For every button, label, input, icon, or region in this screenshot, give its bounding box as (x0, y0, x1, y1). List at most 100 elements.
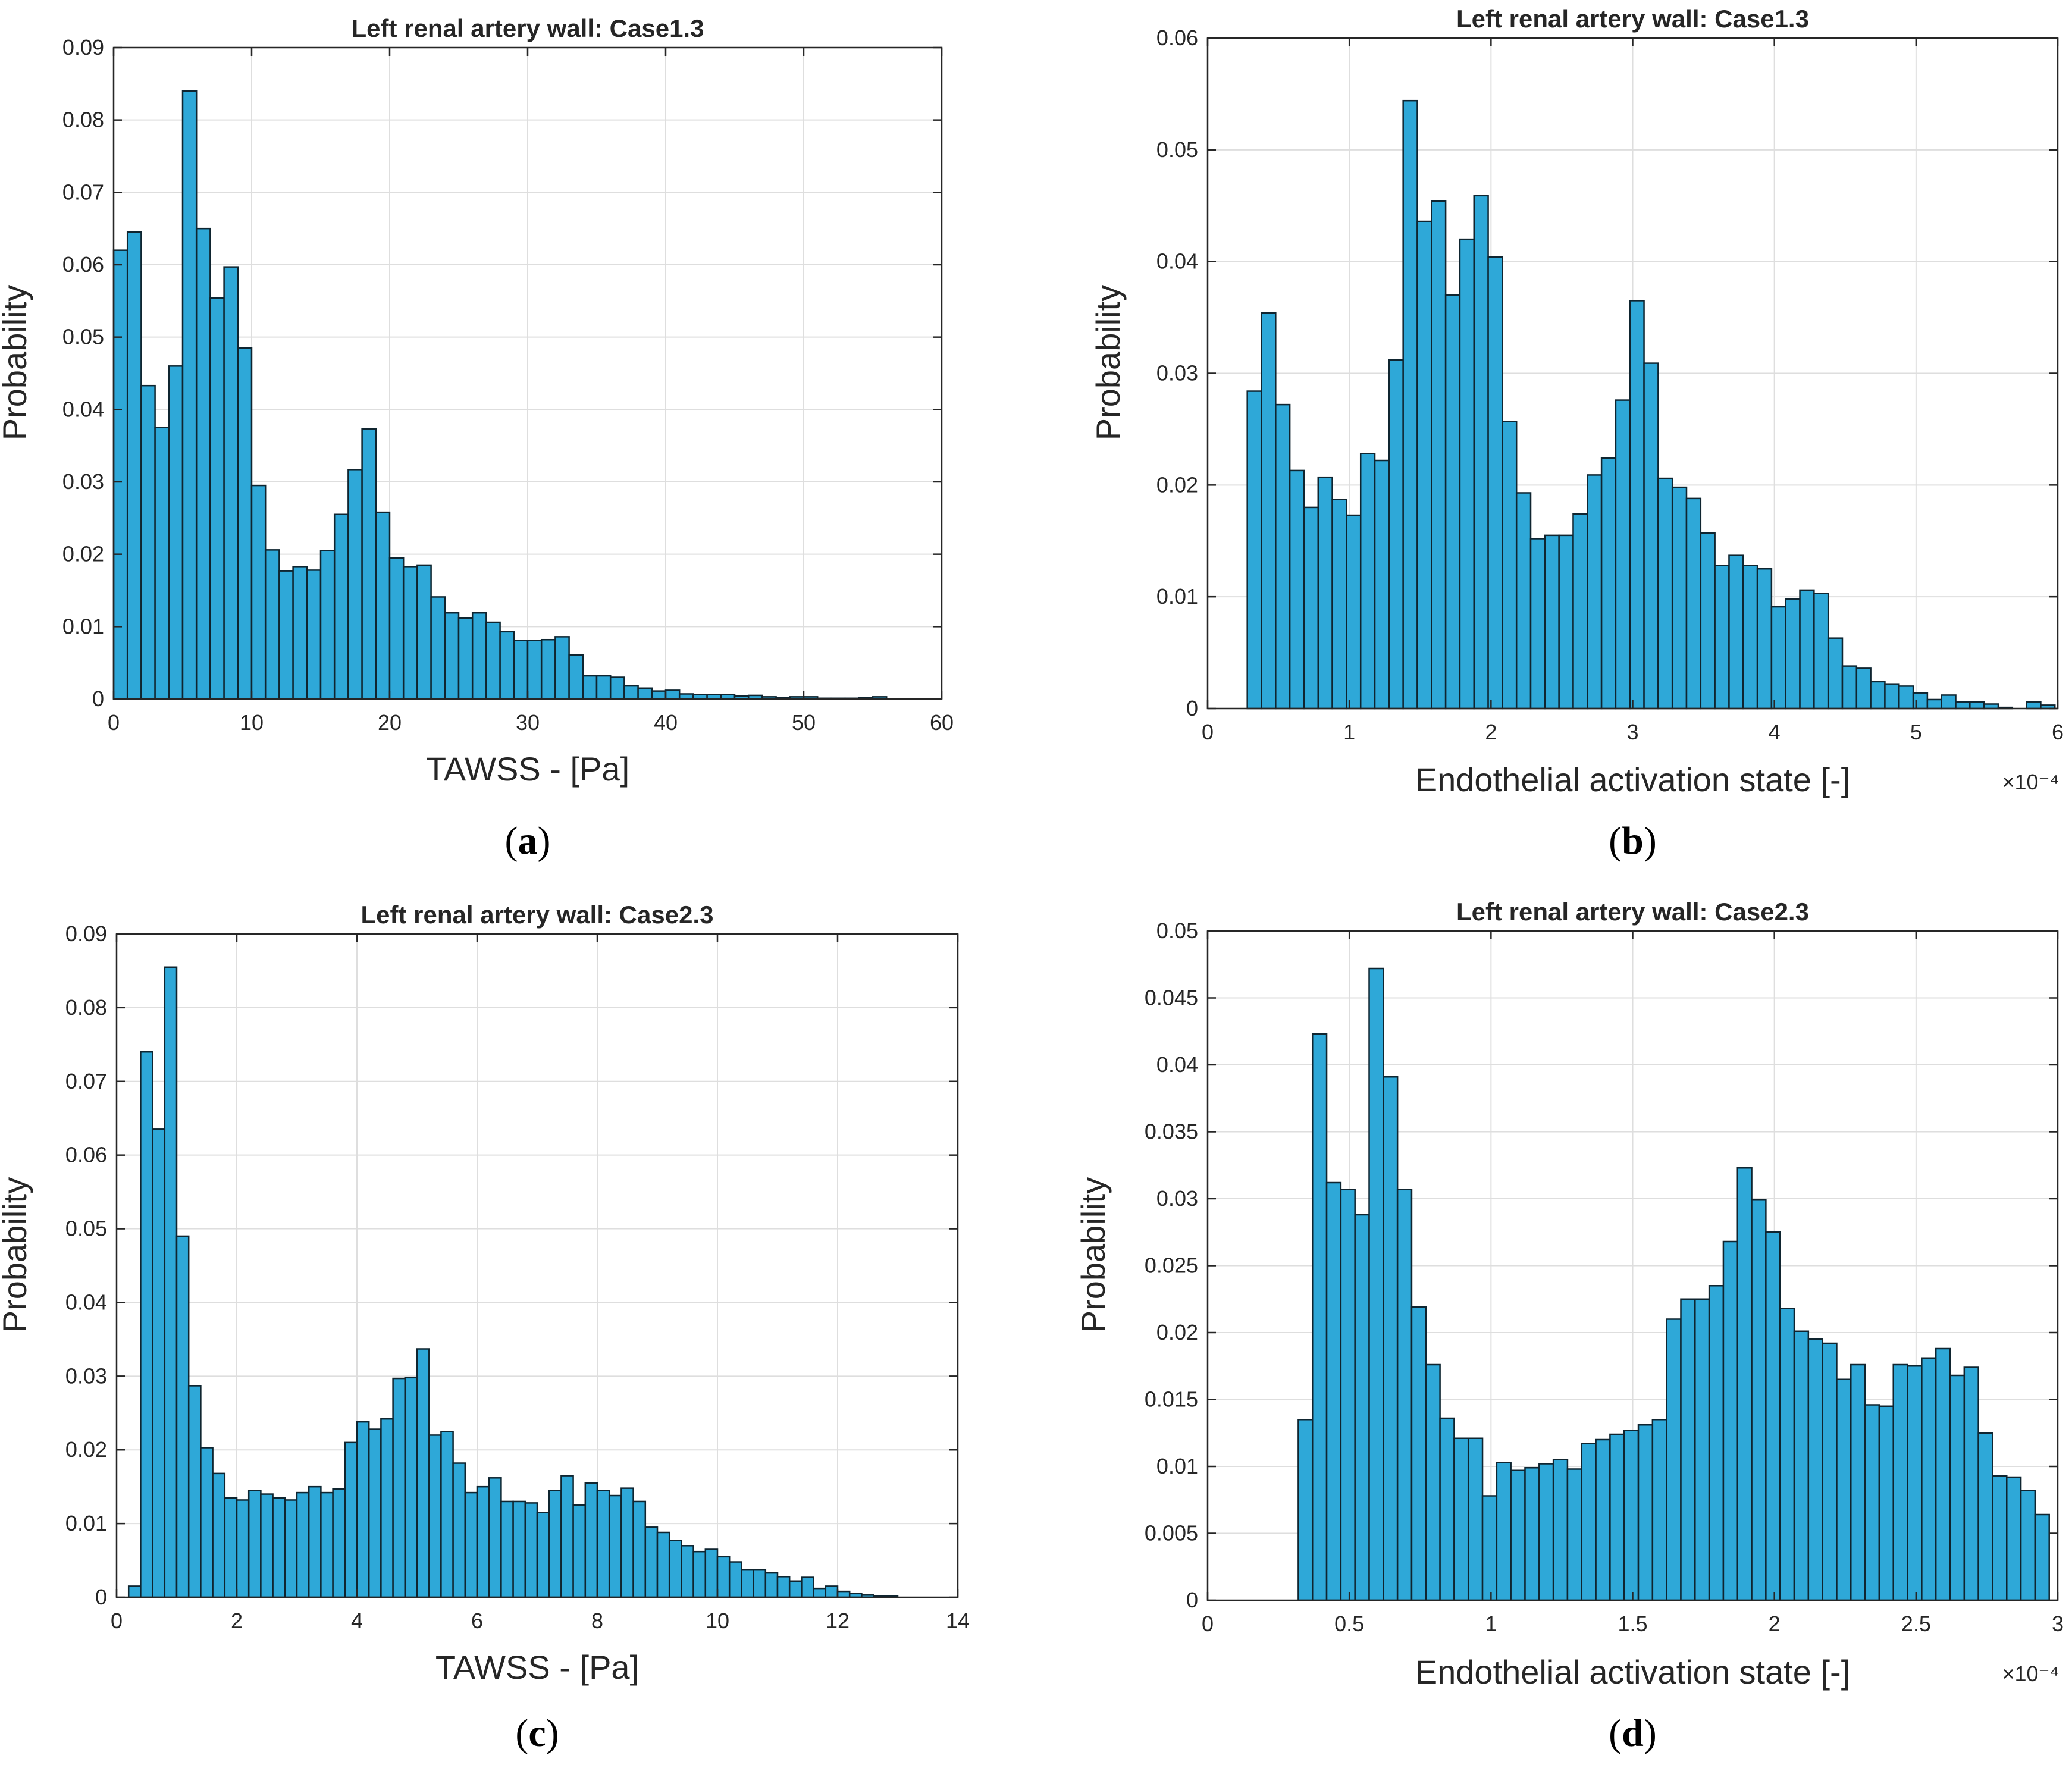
histogram-bar (704, 1548, 719, 1598)
histogram-bar (457, 617, 474, 700)
histogram-bar (608, 1494, 622, 1598)
caption-paren-close: ) (1644, 819, 1657, 863)
histogram-bar (402, 566, 418, 700)
y-axis-label: Probability (0, 1177, 33, 1333)
histogram-bar (152, 1128, 166, 1598)
x-tick-label: 3 (2052, 1612, 2064, 1636)
histogram-bar (368, 1428, 382, 1598)
histogram-bar (1261, 312, 1277, 710)
histogram-bar (1303, 506, 1319, 710)
y-tick-label: 0 (1186, 1588, 1198, 1612)
histogram-bar (678, 693, 694, 700)
histogram-bar (1297, 1419, 1314, 1601)
histogram-bar (1317, 476, 1333, 710)
histogram-bar (347, 469, 363, 700)
plot-frame (115, 933, 959, 1598)
histogram-bar (1813, 593, 1829, 710)
y-tick-label: 0.01 (65, 1511, 107, 1535)
histogram-bar (692, 1550, 707, 1598)
histogram-bar (2026, 701, 2042, 710)
y-tick-label: 0.03 (65, 1363, 107, 1388)
histogram-bar (1566, 1468, 1583, 1601)
histogram-bar (1836, 1378, 1852, 1601)
y-tick-label: 0.02 (65, 1437, 107, 1462)
caption-paren-open: ( (515, 1711, 528, 1755)
panel-caption: (d) (1609, 1711, 1657, 1755)
histogram-bar (1515, 492, 1532, 710)
histogram-bar (488, 1477, 502, 1598)
histogram-bar (1992, 1475, 2008, 1601)
histogram-bar (1346, 514, 1362, 710)
histogram-bar (1615, 399, 1631, 710)
y-tick-label: 0.02 (62, 542, 104, 566)
histogram-bar (1325, 1181, 1342, 1601)
y-tick-label: 0.025 (1145, 1253, 1198, 1278)
histogram-bar (813, 1587, 827, 1598)
panel-caption: (b) (1609, 819, 1657, 863)
histogram-bar (1878, 1405, 1894, 1601)
x-tick-label: 2.5 (1901, 1612, 1931, 1636)
histogram-bar (1643, 362, 1659, 710)
histogram-bar (1459, 238, 1475, 710)
y-tick-label: 0.035 (1145, 1120, 1198, 1144)
caption-letter: a (518, 819, 538, 863)
y-tick-label: 0.04 (65, 1290, 107, 1314)
caption-paren-close: ) (1644, 1711, 1657, 1755)
histogram-bar (428, 1434, 442, 1598)
y-tick-label: 0.045 (1145, 986, 1198, 1010)
histogram-bar (1425, 1363, 1441, 1601)
histogram-bar (1595, 1438, 1611, 1601)
histogram-bar (668, 1540, 682, 1598)
histogram-bar (1793, 1330, 1810, 1601)
histogram-bar (308, 1485, 322, 1598)
histogram-bar (595, 675, 612, 700)
histogram-bar (168, 365, 184, 700)
x-tick-label: 0 (111, 1609, 123, 1633)
histogram-bar (1714, 565, 1730, 710)
histogram-bar (1311, 1033, 1328, 1601)
chart-title: Left renal artery wall: Case2.3 (1456, 898, 1809, 926)
y-tick-label: 0.05 (1156, 137, 1198, 162)
histogram-bar (464, 1491, 478, 1598)
histogram-bar (825, 1585, 839, 1598)
histogram-bar (1354, 1214, 1370, 1601)
y-axis-label: Probability (0, 285, 33, 440)
caption-paren-close: ) (538, 819, 551, 863)
histogram-bar (776, 1576, 791, 1598)
histogram-bar (1921, 1357, 1937, 1601)
y-tick-label: 0.03 (1156, 361, 1198, 385)
histogram-bar (319, 550, 336, 700)
x-axis-label: Endothelial activation state [-] (1415, 1653, 1851, 1691)
x-tick-label: 30 (516, 710, 540, 735)
histogram-bar (1473, 195, 1489, 710)
histogram-bar (187, 1385, 202, 1598)
histogram-bar (1453, 1437, 1469, 1601)
histogram-bar (1941, 694, 1957, 710)
y-tick-label: 0.09 (62, 35, 104, 59)
y-tick-label: 0.05 (65, 1217, 107, 1241)
y-tick-label: 0.02 (1156, 472, 1198, 497)
y-axis-label: Probability (1089, 285, 1127, 440)
histogram-bar (512, 1500, 526, 1598)
histogram-bar (1581, 1443, 1597, 1601)
chart-title: Left renal artery wall: Case1.3 (352, 14, 704, 42)
x-tick-label: 0 (108, 710, 120, 735)
histogram-bar (375, 511, 391, 700)
histogram-bar (284, 1499, 298, 1598)
histogram-bar (1487, 256, 1503, 710)
histogram-bar (632, 1500, 647, 1598)
caption-letter: c (528, 1711, 546, 1755)
y-tick-label: 0.04 (1156, 249, 1198, 274)
histogram-bar (2020, 1490, 2036, 1601)
histogram-bar (296, 1491, 310, 1598)
x-tick-label: 8 (591, 1609, 603, 1633)
histogram-bar (272, 1497, 286, 1598)
histogram-bar (2034, 1513, 2050, 1601)
histogram-bar (237, 347, 253, 700)
y-tick-label: 0.06 (65, 1143, 107, 1167)
histogram-bar (1680, 1298, 1696, 1601)
histogram-bar (1855, 667, 1872, 710)
y-tick-label: 0.005 (1145, 1521, 1198, 1546)
caption-paren-open: ( (1609, 1711, 1622, 1755)
